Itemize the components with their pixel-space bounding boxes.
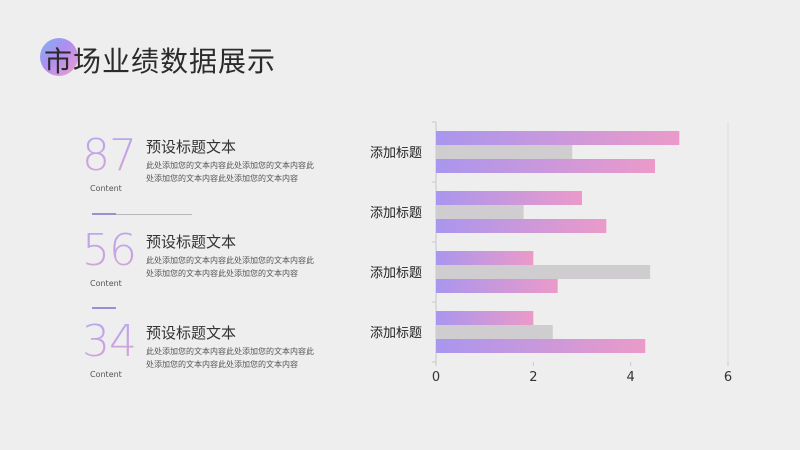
- stat-title: 预设标题文本: [146, 233, 237, 251]
- bar: [436, 265, 651, 279]
- divider: [92, 307, 116, 309]
- divider-accent: [92, 213, 116, 215]
- category-label: 添加标题: [370, 266, 422, 281]
- stat-block: 56 Content 预设标题文本 此处添加您的文本内容此处添加您的文本内容此处…: [82, 229, 322, 309]
- category-label: 添加标题: [370, 206, 422, 221]
- category-label: 添加标题: [370, 146, 422, 161]
- stat-number: 56: [82, 225, 137, 276]
- stat-tag: Content: [90, 279, 122, 288]
- bar: [436, 279, 558, 293]
- stat-tag: Content: [90, 184, 122, 193]
- bar: [436, 145, 573, 159]
- divider: [92, 213, 192, 215]
- stat-tag: Content: [90, 370, 122, 379]
- x-tick-label: 6: [724, 370, 732, 385]
- bar: [436, 191, 582, 205]
- category-label: 添加标题: [370, 326, 422, 341]
- divider-accent: [92, 307, 116, 309]
- x-tick-label: 4: [627, 370, 635, 385]
- stat-block: 34 Content 预设标题文本 此处添加您的文本内容此处添加您的文本内容此处…: [82, 320, 322, 400]
- bar: [436, 131, 680, 145]
- stat-number: 34: [82, 316, 137, 367]
- stat-description: 此处添加您的文本内容此处添加您的文本内容此处添加您的文本内容此处添加您的文本内容: [146, 161, 314, 183]
- bar: [436, 219, 607, 233]
- x-tick-label: 0: [432, 370, 440, 385]
- stat-block: 87 Content 预设标题文本 此处添加您的文本内容此处添加您的文本内容此处…: [82, 134, 322, 214]
- bar: [436, 205, 524, 219]
- bar: [436, 325, 553, 339]
- bar: [436, 159, 655, 173]
- title-decoration-circle: [40, 38, 78, 76]
- stat-description: 此处添加您的文本内容此处添加您的文本内容此处添加您的文本内容此处添加您的文本内容: [146, 256, 314, 278]
- slide-title: 市场业绩数据展示: [44, 45, 277, 78]
- bar: [436, 251, 534, 265]
- bar: [436, 311, 534, 325]
- stat-number: 87: [82, 130, 137, 181]
- stat-title: 预设标题文本: [146, 324, 237, 342]
- stat-title: 预设标题文本: [146, 138, 237, 156]
- x-tick-label: 2: [529, 370, 537, 385]
- stat-description: 此处添加您的文本内容此处添加您的文本内容此处添加您的文本内容此处添加您的文本内容: [146, 347, 314, 369]
- bar: [436, 339, 646, 353]
